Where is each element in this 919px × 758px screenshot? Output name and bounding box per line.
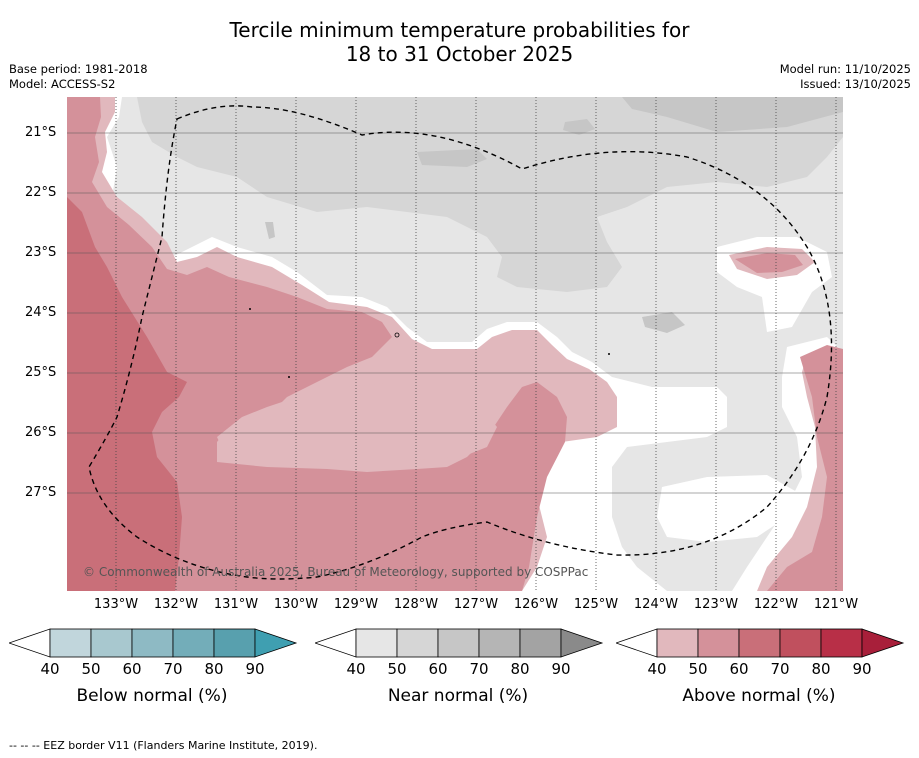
lon-label: 121°W — [813, 597, 859, 612]
lat-label: 27°S — [25, 485, 57, 500]
colorbar-tick: 40 — [647, 660, 667, 678]
colorbar-tick: 90 — [852, 660, 872, 678]
colorbar-low-extension — [9, 628, 51, 658]
above-normal-50-patch — [735, 253, 803, 273]
probability-map — [67, 97, 843, 591]
colorbar-segment — [90, 628, 133, 658]
colorbar-high-extension — [254, 628, 298, 658]
colorbar-low-extension — [616, 628, 658, 658]
colorbar-tick: 60 — [122, 660, 142, 678]
lon-label: 123°W — [693, 597, 739, 612]
colorbar-segment — [213, 628, 256, 658]
model-name: Model: ACCESS-S2 — [9, 77, 116, 91]
colorbar-segment — [697, 628, 740, 658]
lon-label: 124°W — [633, 597, 679, 612]
colorbar-tick: 70 — [163, 660, 183, 678]
colorbar-segment — [478, 628, 521, 658]
colorbar-high-extension — [560, 628, 604, 658]
colorbar-tick: 40 — [346, 660, 366, 678]
colorbar-tick: 70 — [469, 660, 489, 678]
above-normal-50-patch — [767, 345, 843, 591]
colorbar-tick: 50 — [688, 660, 708, 678]
model-info: Base period: 1981-2018 Model: ACCESS-S2 — [9, 62, 148, 92]
colorbar-segment — [519, 628, 562, 658]
colorbar-segment — [656, 628, 699, 658]
above-normal-50-region — [67, 97, 567, 591]
colorbar-tick: 90 — [245, 660, 265, 678]
model-run: Model run: 11/10/2025 — [779, 62, 911, 76]
issued-date: Issued: 13/10/2025 — [800, 77, 911, 91]
near-normal-title: Near normal (%) — [387, 686, 529, 706]
above-normal-colorbar — [616, 628, 905, 658]
colorbar-segment — [355, 628, 398, 658]
lon-label: 122°W — [753, 597, 799, 612]
lon-label: 133°W — [93, 597, 139, 612]
above-normal-60-region — [67, 197, 187, 591]
lon-label: 128°W — [393, 597, 439, 612]
colorbar-tick: 50 — [81, 660, 101, 678]
near-normal-60-patch — [417, 149, 487, 167]
colorbar-segment — [49, 628, 92, 658]
near-normal-50-region — [137, 97, 843, 292]
lon-label: 130°W — [273, 597, 319, 612]
below-normal-colorbar — [9, 628, 298, 658]
near-normal-60-patch — [265, 222, 275, 239]
colorbar-low-extension — [315, 628, 357, 658]
lon-label: 129°W — [333, 597, 379, 612]
base-period: Base period: 1981-2018 — [9, 62, 148, 76]
colorbar-high-extension — [861, 628, 905, 658]
eez-footnote: -- -- -- EEZ border V11 (Flanders Marine… — [9, 739, 318, 752]
title-line-2: 18 to 31 October 2025 — [345, 42, 574, 66]
colorbar-segment — [738, 628, 781, 658]
below-normal-title: Below normal (%) — [76, 686, 228, 706]
colorbar-tick: 80 — [811, 660, 831, 678]
near-normal-60-patch — [622, 97, 843, 132]
colorbar-tick: 50 — [387, 660, 407, 678]
near-normal-colorbar — [315, 628, 604, 658]
lat-label: 24°S — [25, 305, 57, 320]
lat-label: 26°S — [25, 425, 57, 440]
colorbar-tick: 60 — [729, 660, 749, 678]
run-info: Model run: 11/10/2025 Issued: 13/10/2025 — [780, 62, 911, 92]
lon-label: 126°W — [513, 597, 559, 612]
eez-border — [88, 105, 833, 580]
lat-label: 22°S — [25, 185, 57, 200]
colorbar-tick: 60 — [428, 660, 448, 678]
lon-label: 131°W — [213, 597, 259, 612]
colorbar-segment — [396, 628, 439, 658]
lat-label: 25°S — [25, 365, 57, 380]
colorbar-segment — [131, 628, 174, 658]
island-marker — [608, 353, 610, 355]
colorbar-tick: 70 — [770, 660, 790, 678]
island-marker — [249, 308, 251, 310]
colorbar-segment — [437, 628, 480, 658]
near-normal-60-patch — [642, 312, 685, 333]
colorbar-segment — [820, 628, 863, 658]
title-line-1: Tercile minimum temperature probabilitie… — [229, 18, 690, 42]
lon-label: 125°W — [573, 597, 619, 612]
lat-label: 23°S — [25, 245, 57, 260]
near-normal-60-patch — [563, 119, 595, 135]
above-normal-title: Above normal (%) — [682, 686, 836, 706]
lat-label: 21°S — [25, 125, 57, 140]
island-marker — [288, 376, 290, 378]
longitude-gridlines — [115, 97, 837, 591]
colorbar-tick: 90 — [551, 660, 571, 678]
colorbar-tick: 80 — [204, 660, 224, 678]
no-category-patch — [657, 475, 797, 542]
island-marker — [394, 332, 400, 338]
map-title: Tercile minimum temperature probabilitie… — [0, 18, 919, 66]
lon-label: 127°W — [453, 597, 499, 612]
latitude-gridlines — [67, 132, 843, 494]
colorbar-segment — [779, 628, 822, 658]
colorbar-tick: 40 — [40, 660, 60, 678]
above-normal-40-inner — [217, 382, 497, 462]
colorbar-tick: 80 — [510, 660, 530, 678]
lon-label: 132°W — [153, 597, 199, 612]
copyright-notice: © Commonwealth of Australia 2025, Bureau… — [83, 565, 589, 579]
colorbar-segment — [172, 628, 215, 658]
